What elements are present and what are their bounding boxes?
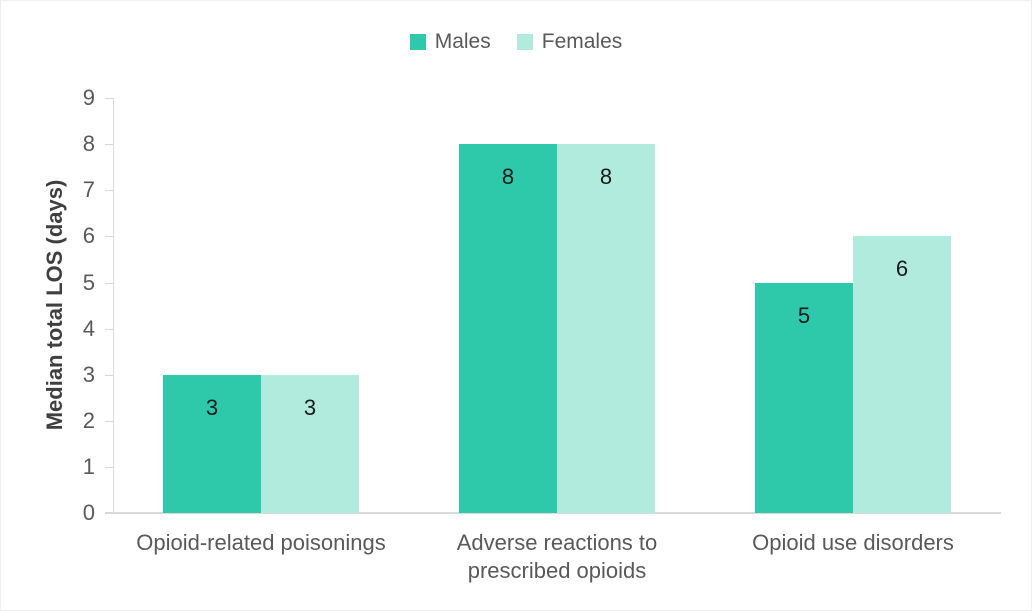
bar-value-label: 3 (205, 394, 219, 420)
category-label: Adverse reactions to prescribed opioids (456, 530, 658, 583)
y-tick-mark (105, 374, 113, 376)
legend-label-females: Females (541, 30, 623, 53)
legend-label-males: Males (434, 30, 491, 53)
y-tick-mark (105, 513, 113, 514)
y-tick-label: 2 (82, 407, 95, 433)
y-tick-label: 5 (82, 269, 95, 295)
category-label: Opioid use disorders (752, 530, 954, 555)
legend-item-males: Males (409, 30, 491, 54)
y-tick-label: 7 (82, 177, 95, 203)
bar-value-label: 5 (797, 302, 811, 328)
bar-females-1: 3 (261, 374, 359, 513)
bar-value-label: 8 (599, 164, 613, 190)
y-tick-mark (105, 236, 113, 238)
plot-area (113, 98, 1002, 513)
chart-legend: Males Females (1, 30, 1031, 54)
y-tick-label: 4 (82, 315, 95, 341)
y-tick-mark (105, 190, 113, 192)
y-tick-label: 3 (82, 361, 95, 387)
category-label: Opioid-related poisonings (136, 530, 386, 555)
males-swatch-icon (409, 34, 426, 50)
bar-males-3: 5 (755, 282, 853, 513)
y-tick-label: 6 (82, 223, 95, 249)
bar-females-2: 8 (557, 144, 655, 513)
y-tick-label: 1 (82, 453, 95, 479)
y-tick-mark (105, 420, 113, 422)
y-tick-mark (105, 282, 113, 284)
y-tick-label: 0 (82, 500, 95, 525)
y-axis-title: Median total LOS (days) (42, 179, 67, 431)
y-tick-mark (105, 328, 113, 330)
y-tick-mark (105, 466, 113, 468)
bar-females-3: 6 (853, 236, 951, 513)
females-swatch-icon (516, 34, 533, 50)
bar-value-label: 3 (303, 394, 317, 420)
y-tick-mark (105, 98, 113, 100)
bar-males-2: 8 (459, 144, 557, 513)
bar-value-label: 8 (501, 164, 515, 190)
legend-item-females: Females (516, 30, 623, 54)
bar-value-label: 6 (895, 256, 909, 282)
bar-males-1: 3 (163, 374, 261, 513)
x-axis-line (105, 512, 1001, 514)
y-tick-label: 9 (82, 85, 95, 111)
y-tick-label: 8 (82, 131, 95, 157)
y-tick-mark (105, 144, 113, 146)
